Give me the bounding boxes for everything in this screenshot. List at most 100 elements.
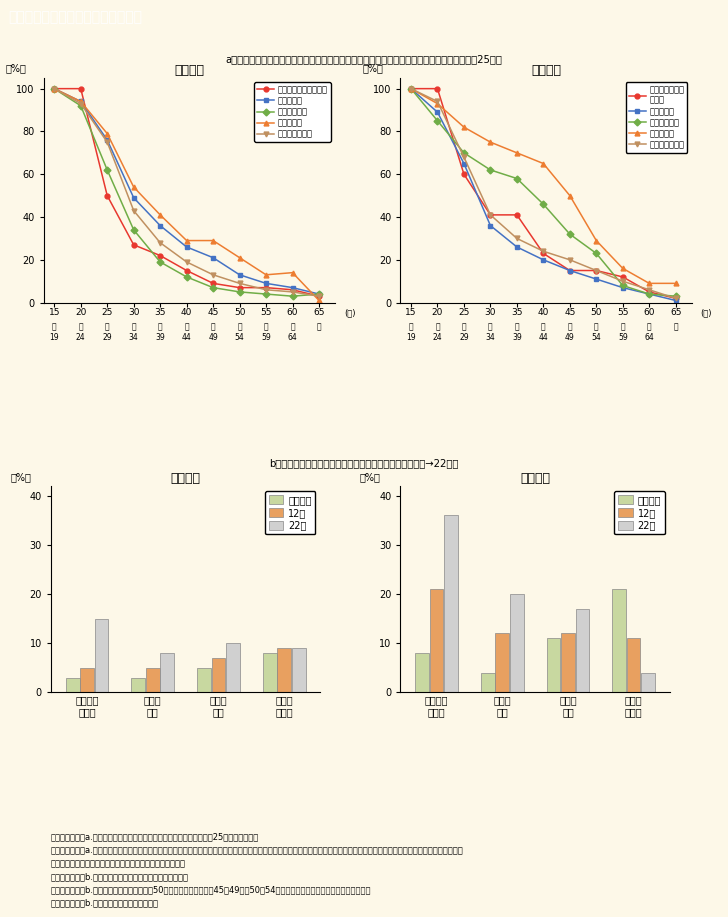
Bar	[561, 634, 575, 692]
Line: 男性就業者全体: 男性就業者全体	[408, 86, 678, 301]
正規雇用者	[209, 252, 218, 263]
完全失業者	[76, 96, 85, 107]
非正規雇用者	[130, 225, 138, 236]
Line: 女性就業者全体: 女性就業者全体	[52, 86, 322, 299]
Text: 〜: 〜	[515, 322, 519, 331]
Legend: 平成２年, 12年, 22年: 平成２年, 12年, 22年	[614, 491, 665, 535]
Text: （%）: （%）	[11, 472, 31, 482]
Line: 自営業主・家族
従業者: 自営業主・家族 従業者	[408, 86, 678, 301]
Legend: 平成２年, 12年, 22年: 平成２年, 12年, 22年	[265, 491, 315, 535]
完全失業者	[433, 98, 442, 109]
正規雇用者	[261, 278, 270, 289]
完全失業者	[486, 137, 495, 148]
男性就業者全体	[566, 254, 574, 265]
完全失業者	[288, 267, 297, 278]
Text: 〜: 〜	[317, 322, 321, 331]
自営業主・家族
従業者	[407, 83, 416, 94]
Bar	[510, 594, 523, 692]
正規雇用者	[235, 270, 244, 281]
自営業主・家族従業者	[288, 284, 297, 295]
Text: 〜: 〜	[184, 322, 189, 331]
非正規雇用者	[566, 228, 574, 239]
女性就業者全体	[156, 238, 165, 249]
Bar	[292, 648, 306, 692]
Text: 〜: 〜	[435, 322, 440, 331]
Text: （%）: （%）	[6, 63, 27, 73]
Bar	[576, 609, 589, 692]
自営業主・家族従業者	[314, 291, 323, 302]
Bar	[627, 638, 641, 692]
Bar	[212, 658, 226, 692]
Text: 〜: 〜	[79, 322, 83, 331]
Text: 49: 49	[565, 333, 574, 342]
非正規雇用者	[486, 164, 495, 175]
Bar	[547, 638, 561, 692]
自営業主・家族従業者	[235, 282, 244, 293]
Text: １－特－３図　未婚者の割合と特徴: １－特－３図 未婚者の割合と特徴	[9, 10, 143, 25]
男性就業者全体	[407, 83, 416, 94]
自営業主・家族
従業者	[513, 209, 521, 220]
Bar	[415, 653, 429, 692]
Bar	[80, 668, 94, 692]
正規雇用者	[182, 241, 191, 252]
正規雇用者	[645, 289, 654, 300]
非正規雇用者	[592, 248, 601, 259]
男性就業者全体	[645, 284, 654, 295]
Text: （備考）１．（a.について）総務省「労働力調査（基本集計）」（平成25年）より作成。
　　　　２．（a.について）正規雇用者は、「正規の職員・従業員」と「役員」: （備考）１．（a.について）総務省「労働力調査（基本集計）」（平成25年）より作…	[51, 833, 464, 908]
女性就業者全体	[288, 286, 297, 297]
Bar	[226, 643, 240, 692]
Text: 〜: 〜	[408, 322, 414, 331]
Text: 19: 19	[50, 333, 59, 342]
Bar	[444, 515, 458, 692]
正規雇用者	[50, 83, 59, 94]
Text: 〜: 〜	[52, 322, 57, 331]
Text: 19: 19	[406, 333, 416, 342]
Bar	[641, 673, 655, 692]
Line: 自営業主・家族従業者: 自営業主・家族従業者	[52, 86, 322, 299]
Text: 〜: 〜	[131, 322, 136, 331]
自営業主・家族
従業者	[486, 209, 495, 220]
自営業主・家族
従業者	[539, 248, 547, 259]
Bar	[160, 653, 174, 692]
正規雇用者	[539, 254, 547, 265]
完全失業者	[209, 235, 218, 246]
自営業主・家族
従業者	[459, 169, 468, 180]
完全失業者	[103, 128, 111, 139]
非正規雇用者	[103, 164, 111, 175]
非正規雇用者	[314, 289, 323, 300]
非正規雇用者	[182, 271, 191, 282]
正規雇用者	[566, 265, 574, 276]
Title: 〈男性〉: 〈男性〉	[531, 64, 561, 77]
Bar	[430, 590, 443, 692]
非正規雇用者	[235, 286, 244, 297]
自営業主・家族
従業者	[566, 265, 574, 276]
非正規雇用者	[459, 148, 468, 159]
Text: 〜: 〜	[462, 322, 466, 331]
非正規雇用者	[209, 282, 218, 293]
Text: 〜: 〜	[541, 322, 546, 331]
正規雇用者	[618, 282, 627, 293]
正規雇用者	[459, 158, 468, 169]
Text: a．就業状態（従業上の地位及び雇用形態）別に見た年齢階級別未婚者の割合（男女別，平成25年）: a．就業状態（従業上の地位及び雇用形態）別に見た年齢階級別未婚者の割合（男女別，…	[226, 55, 502, 64]
完全失業者	[459, 122, 468, 133]
正規雇用者	[433, 106, 442, 117]
Text: 59: 59	[618, 333, 628, 342]
正規雇用者	[513, 241, 521, 252]
Text: 39: 39	[155, 333, 165, 342]
女性就業者全体	[182, 257, 191, 268]
男性就業者全体	[618, 276, 627, 287]
Line: 非正規雇用者: 非正規雇用者	[408, 86, 678, 299]
非正規雇用者	[539, 199, 547, 210]
非正規雇用者	[618, 280, 627, 291]
非正規雇用者	[645, 289, 654, 300]
非正規雇用者	[407, 83, 416, 94]
完全失業者	[314, 295, 323, 306]
完全失業者	[592, 235, 601, 246]
自営業主・家族従業者	[182, 265, 191, 276]
正規雇用者	[592, 273, 601, 284]
完全失業者	[645, 278, 654, 289]
女性就業者全体	[209, 270, 218, 281]
Text: 54: 54	[234, 333, 245, 342]
男性就業者全体	[433, 96, 442, 107]
Bar	[481, 673, 494, 692]
